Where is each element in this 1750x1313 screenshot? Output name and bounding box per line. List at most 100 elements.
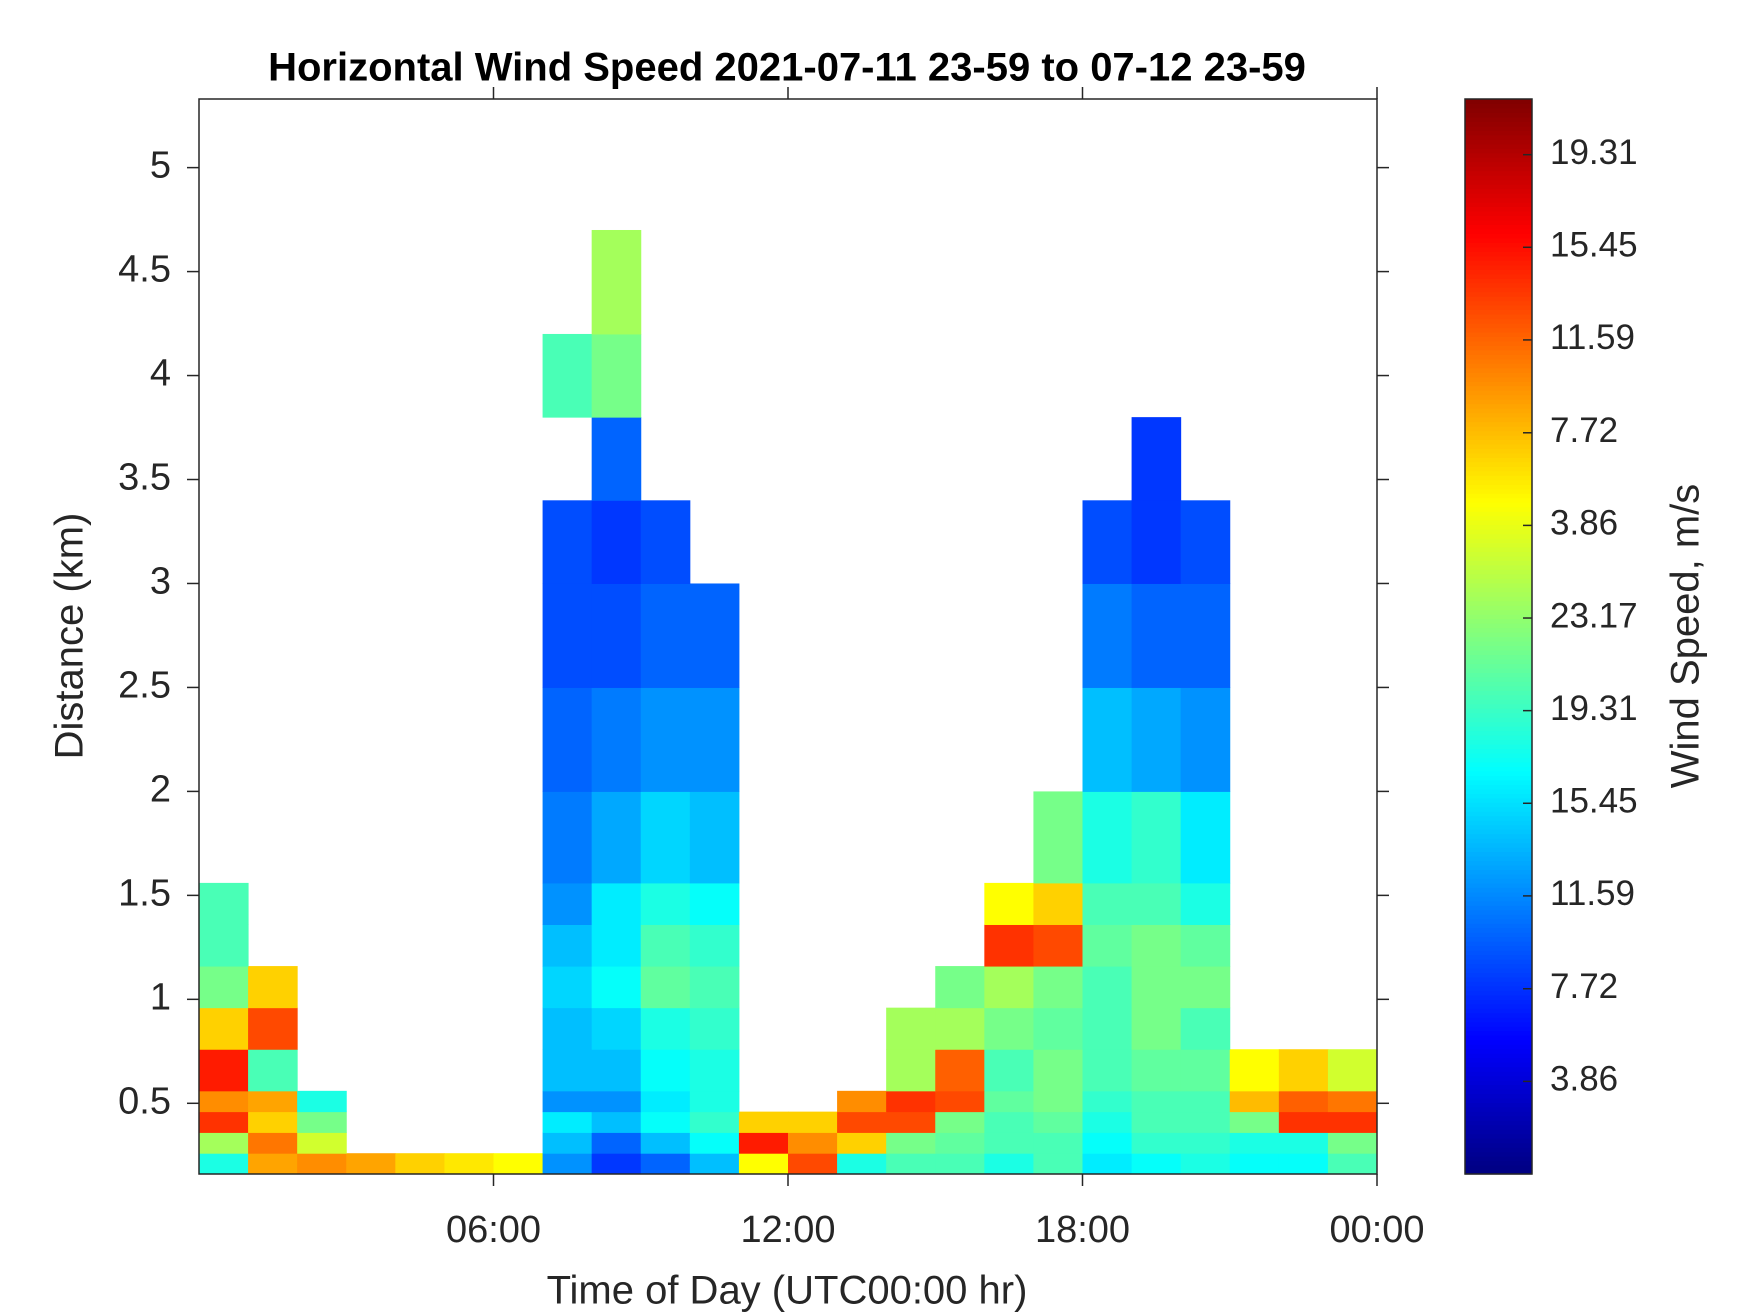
heatmap-cell (591, 229, 642, 335)
colorbar-segment (1465, 829, 1532, 835)
colorbar-segment (1465, 1124, 1532, 1130)
colorbar-segment (1465, 130, 1532, 136)
heatmap-cell (935, 1132, 985, 1154)
colorbar-segment (1465, 815, 1532, 821)
heatmap-cell (886, 1153, 936, 1175)
heatmap-cell (297, 1090, 347, 1113)
colorbar-segment (1465, 228, 1532, 234)
colorbar-segment (1465, 927, 1532, 933)
heatmap-cell (1229, 1090, 1280, 1113)
colorbar-segment (1465, 497, 1532, 503)
heatmap-cell (689, 791, 740, 884)
heatmap-cell (886, 1049, 936, 1092)
heatmap-cell (1033, 1132, 1083, 1154)
colorbar-segment (1465, 367, 1532, 373)
colorbar-segment (1465, 452, 1532, 458)
colorbar-segment (1465, 340, 1532, 346)
heatmap-cell (346, 1153, 396, 1175)
heatmap-cell (1082, 1153, 1133, 1175)
heatmap-cell (1180, 583, 1231, 688)
heatmap-cell (1082, 1090, 1133, 1113)
y-tick-label: 4 (150, 353, 171, 395)
colorbar-segment (1465, 1079, 1532, 1086)
colorbar-segment (1465, 882, 1532, 888)
heatmap-cell (542, 966, 593, 1009)
colorbar-segment (1465, 721, 1532, 727)
colorbar-segment (1465, 838, 1532, 844)
colorbar-segment (1465, 394, 1532, 400)
y-axis-label: Distance (km) (48, 513, 92, 760)
heatmap-cell (1131, 1090, 1182, 1113)
heatmap-cell (689, 1153, 740, 1175)
colorbar-segment (1465, 296, 1532, 302)
heatmap-cell (591, 333, 642, 418)
colorbar-segment (1465, 717, 1532, 723)
heatmap-cell (1082, 924, 1133, 967)
colorbar-segment (1465, 305, 1532, 311)
colorbar-segment (1465, 524, 1532, 530)
colorbar-segment (1465, 1084, 1532, 1090)
heatmap-cell (1033, 924, 1083, 967)
heatmap-cell (1131, 924, 1182, 967)
colorbar-segment (1465, 945, 1532, 951)
heatmap-cell (984, 1007, 1034, 1050)
heatmap-cell (886, 1132, 936, 1154)
colorbar-segment (1465, 802, 1532, 808)
colorbar-segment (1465, 408, 1532, 414)
colorbar-segment (1465, 784, 1532, 790)
colorbar-segment (1465, 627, 1532, 633)
colorbar-segment (1465, 797, 1532, 803)
colorbar-segment (1465, 103, 1532, 109)
colorbar-segment (1465, 632, 1532, 638)
colorbar-segment (1465, 685, 1532, 691)
colorbar-segment (1465, 291, 1532, 297)
heatmap-cell (199, 1132, 249, 1154)
colorbar-segment (1465, 125, 1532, 131)
colorbar-segment (1465, 994, 1532, 1000)
colorbar-segment (1465, 1147, 1532, 1153)
colorbar-segment (1465, 233, 1532, 239)
heatmap-cell (640, 687, 691, 792)
colorbar-segment (1465, 614, 1532, 620)
heatmap-cell (689, 924, 740, 967)
colorbar-segment (1465, 1102, 1532, 1108)
heatmap-cell (886, 1111, 936, 1133)
colorbar-segment (1465, 932, 1532, 938)
heatmap-cell (689, 882, 740, 925)
heatmap-cell (542, 583, 593, 688)
colorbar-segment (1465, 699, 1532, 705)
heatmap-cell (1033, 1007, 1083, 1050)
colorbar-segment (1465, 1088, 1532, 1094)
colorbar-segment (1465, 811, 1532, 817)
colorbar-segment (1465, 255, 1532, 261)
heatmap-cell (689, 1132, 740, 1154)
heatmap-cell (1278, 1111, 1329, 1133)
y-tick-label: 2 (150, 768, 171, 810)
colorbar-segment (1465, 873, 1532, 879)
heatmap-cell (1180, 882, 1231, 925)
colorbar-segment (1465, 909, 1532, 915)
colorbar-segment (1465, 322, 1532, 329)
colorbar-segment (1465, 864, 1532, 871)
heatmap-cell (738, 1153, 789, 1175)
heatmap-cell (199, 1153, 249, 1175)
colorbar-segment (1465, 703, 1532, 709)
colorbar-segment (1465, 345, 1532, 351)
heatmap-cell (640, 1153, 691, 1175)
colorbar-segment (1465, 479, 1532, 485)
heatmap-cell (1082, 500, 1133, 584)
colorbar-tick-label: 11.59 (1550, 318, 1635, 357)
colorbar-segment (1465, 708, 1532, 714)
heatmap-cell (1082, 1007, 1133, 1050)
colorbar-segment (1465, 443, 1532, 449)
colorbar-segment (1465, 694, 1532, 700)
colorbar-segment (1465, 757, 1532, 763)
colorbar-tick-label: 3.86 (1550, 504, 1618, 543)
colorbar-segment (1465, 506, 1532, 512)
colorbar-segment (1465, 824, 1532, 830)
colorbar-segment (1465, 376, 1532, 382)
colorbar-segment (1465, 461, 1532, 467)
colorbar-segment (1465, 981, 1532, 987)
colorbar-segment (1465, 730, 1532, 736)
